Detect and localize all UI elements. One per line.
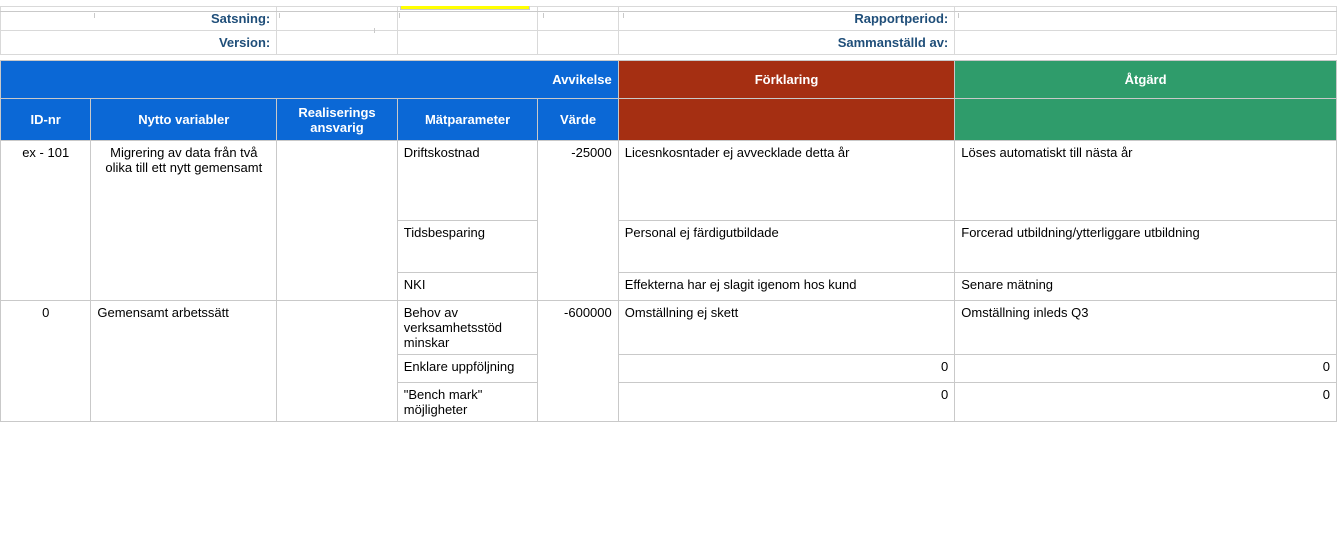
sammanstalld-value[interactable] — [955, 31, 1337, 55]
cell-forklaring[interactable]: Effekterna har ej slagit igenom hos kund — [618, 273, 955, 301]
sammanstalld-label: Sammanställd av: — [618, 31, 955, 55]
col-matparam: Mätparameter — [397, 99, 538, 141]
col-nytto: Nytto variabler — [91, 99, 277, 141]
cell-param[interactable]: Driftskostnad — [397, 141, 538, 221]
header-row-sub: ID-nr Nytto variabler Realiserings ansva… — [1, 99, 1337, 141]
cell-forklaring[interactable]: Licesnkosntader ej avvecklade detta år — [618, 141, 955, 221]
col-avvikelse: Avvikelse — [538, 61, 618, 99]
cell-id[interactable]: 0 — [1, 301, 91, 422]
cell-variabel[interactable]: Migrering av data från två olika till et… — [91, 141, 277, 301]
meta-row-version: Version: Sammanställd av: — [1, 31, 1337, 55]
version-label: Version: — [1, 31, 277, 55]
cell-param[interactable]: NKI — [397, 273, 538, 301]
cell-forklaring[interactable]: 0 — [618, 383, 955, 422]
table-row: 0 Gemensamt arbetssätt Behov av verksamh… — [1, 301, 1337, 355]
cell-atgard[interactable]: Senare mätning — [955, 273, 1337, 301]
cell-forklaring[interactable]: Omställning ej skett — [618, 301, 955, 355]
col-atgard: Åtgärd — [955, 61, 1337, 99]
table-row: ex - 101 Migrering av data från två olik… — [1, 141, 1337, 221]
header-row-top: Avvikelse Förklaring Åtgärd — [1, 61, 1337, 99]
spreadsheet-view[interactable]: Satsning: Rapportperiod: Version: Samman… — [0, 6, 1337, 554]
grid-top-strip — [0, 6, 1337, 12]
cell-atgard[interactable]: Löses automatiskt till nästa år — [955, 141, 1337, 221]
cell-atgard[interactable]: 0 — [955, 383, 1337, 422]
cell-param[interactable]: "Bench mark" möjligheter — [397, 383, 538, 422]
col-forklaring: Förklaring — [618, 61, 955, 99]
version-value[interactable] — [277, 31, 398, 55]
cell-varde[interactable]: -600000 — [538, 301, 618, 422]
col-varde: Värde — [538, 99, 618, 141]
cell-atgard[interactable]: Omställning inleds Q3 — [955, 301, 1337, 355]
cell-param[interactable]: Enklare uppföljning — [397, 355, 538, 383]
cell-param[interactable]: Behov av verksamhetsstöd minskar — [397, 301, 538, 355]
col-id: ID-nr — [1, 99, 91, 141]
cell-atgard[interactable]: Forcerad utbildning/ytterliggare utbildn… — [955, 221, 1337, 273]
col-ansvarig: Realiserings ansvarig — [277, 99, 398, 141]
cell-variabel[interactable]: Gemensamt arbetssätt — [91, 301, 277, 422]
cell-param[interactable]: Tidsbesparing — [397, 221, 538, 273]
active-cell-highlight — [400, 6, 530, 10]
cell-ansvarig[interactable] — [277, 141, 398, 301]
cell-varde[interactable]: -25000 — [538, 141, 618, 301]
cell-forklaring[interactable]: 0 — [618, 355, 955, 383]
cell-forklaring[interactable]: Personal ej färdigutbildade — [618, 221, 955, 273]
cell-id[interactable]: ex - 101 — [1, 141, 91, 301]
cell-ansvarig[interactable] — [277, 301, 398, 422]
cell-atgard[interactable]: 0 — [955, 355, 1337, 383]
